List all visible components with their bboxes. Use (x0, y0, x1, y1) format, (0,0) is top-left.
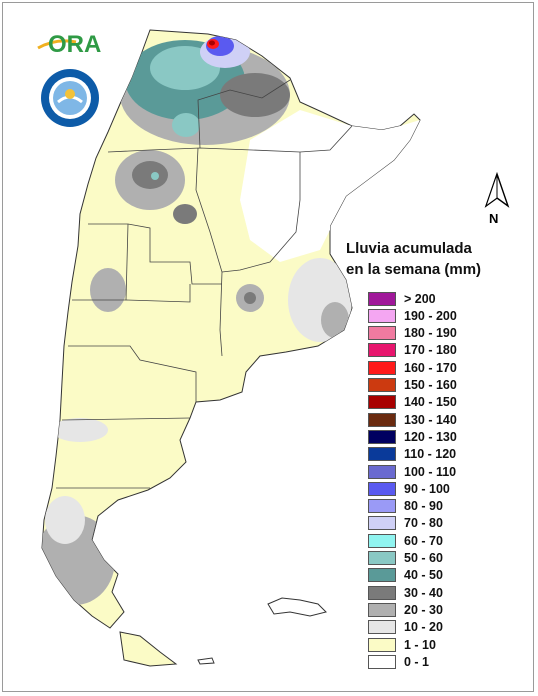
legend-swatch (368, 551, 396, 565)
legend-label: 30 - 40 (404, 585, 443, 600)
legend-item: > 200 (368, 290, 436, 307)
legend-item: 90 - 100 (368, 480, 450, 497)
legend-label: 50 - 60 (404, 551, 443, 565)
legend-item: 180 - 190 (368, 325, 457, 342)
legend-item: 190 - 200 (368, 307, 457, 324)
north-arrow-icon (484, 172, 510, 208)
legend-label: 10 - 20 (404, 620, 443, 635)
legend-swatch (368, 447, 396, 462)
legend-swatch (368, 516, 396, 531)
rain-area-buenos-aires-dark (244, 292, 256, 304)
legend-item: 110 - 120 (368, 446, 456, 463)
rain-area-140-150 (209, 40, 215, 46)
ora-logo-text: ORA (48, 31, 101, 58)
legend-swatch (368, 568, 396, 583)
rain-area-west-dark (132, 161, 168, 189)
smn-seal-icon (41, 69, 99, 127)
legend-title-line1: Lluvia acumulada (346, 240, 472, 257)
legend-label: 60 - 70 (404, 533, 443, 548)
legend-item: 10 - 20 (368, 619, 443, 636)
legend-label: 40 - 50 (404, 568, 443, 583)
north-label: N (489, 211, 499, 226)
legend-item: 40 - 50 (368, 567, 443, 584)
legend-swatch (368, 464, 396, 479)
rain-area-south-light (45, 496, 85, 544)
legend-item: 80 - 90 (368, 498, 443, 515)
legend-item: 20 - 30 (368, 601, 443, 618)
ora-logo: ORA (37, 31, 101, 58)
legend-swatch (368, 395, 396, 410)
tierra-del-fuego (119, 631, 178, 667)
rain-area-center-grey (173, 204, 197, 224)
legend-label: 170 - 180 (404, 343, 457, 358)
legend-label: 120 - 130 (404, 429, 457, 444)
legend-swatch (368, 291, 396, 306)
dry-area-northeast (240, 110, 420, 262)
rain-area-patagonia-light (52, 418, 108, 442)
legend-swatch (368, 378, 396, 392)
legend-swatch (368, 602, 396, 617)
legend-label: 140 - 150 (404, 395, 457, 410)
legend-label: 70 - 80 (404, 516, 443, 531)
legend-item: 0 - 1 (368, 653, 429, 670)
legend-item: 130 - 140 (368, 411, 457, 428)
legend-swatch (368, 585, 396, 600)
legend-label: 160 - 170 (404, 360, 457, 375)
legend-item: 30 - 40 (368, 584, 443, 601)
legend-label: 130 - 140 (404, 412, 457, 427)
legend-item: 100 - 110 (368, 463, 456, 480)
legend-item: 60 - 70 (368, 532, 443, 549)
rain-area-mendoza-grey (90, 268, 126, 312)
legend-item: 160 - 170 (368, 359, 457, 376)
legend-swatch (368, 308, 396, 323)
legend-swatch (368, 429, 396, 444)
legend-title-line2: en la semana (mm) (346, 261, 482, 278)
province-borders (56, 79, 353, 541)
legend-label: 1 - 10 (404, 637, 436, 652)
legend-swatch (368, 326, 396, 341)
legend-label: 100 - 110 (404, 464, 457, 479)
south-island-fragment (197, 657, 215, 665)
legend-label: 150 - 160 (404, 378, 457, 392)
legend-label: 180 - 190 (404, 326, 457, 341)
legend-label: 80 - 90 (404, 499, 443, 514)
legend-item: 150 - 160 (368, 377, 457, 394)
legend-swatch (368, 620, 396, 635)
legend-label: 110 - 120 (404, 447, 457, 462)
legend-swatch (368, 343, 396, 358)
legend-swatch (368, 481, 396, 496)
legend-item: 120 - 130 (368, 428, 457, 445)
rain-spot-50-60 (151, 172, 159, 180)
legend-title: Lluvia acumulada en la semana (mm) (346, 238, 526, 280)
legend-swatch (368, 533, 396, 548)
legend-swatch (368, 412, 396, 427)
legend-swatch (368, 654, 396, 669)
malvinas-islands (267, 597, 327, 617)
legend-swatch (368, 360, 396, 375)
legend-label: 20 - 30 (404, 602, 443, 617)
rain-area-coast-grey (321, 302, 349, 338)
legend-label: > 200 (404, 291, 436, 306)
rain-area-tucuman (172, 113, 200, 137)
legend-swatch (368, 637, 396, 652)
legend-item: 70 - 80 (368, 515, 443, 532)
legend-item: 140 - 150 (368, 394, 457, 411)
rain-area-30-40-east-north (220, 73, 290, 117)
legend-item: 1 - 10 (368, 636, 436, 653)
legend-item: 170 - 180 (368, 342, 457, 359)
legend-label: 90 - 100 (404, 481, 450, 496)
legend-label: 0 - 1 (404, 654, 430, 669)
legend-swatch (368, 499, 396, 514)
legend-label: 190 - 200 (404, 308, 457, 323)
legend-item: 50 - 60 (368, 550, 443, 567)
